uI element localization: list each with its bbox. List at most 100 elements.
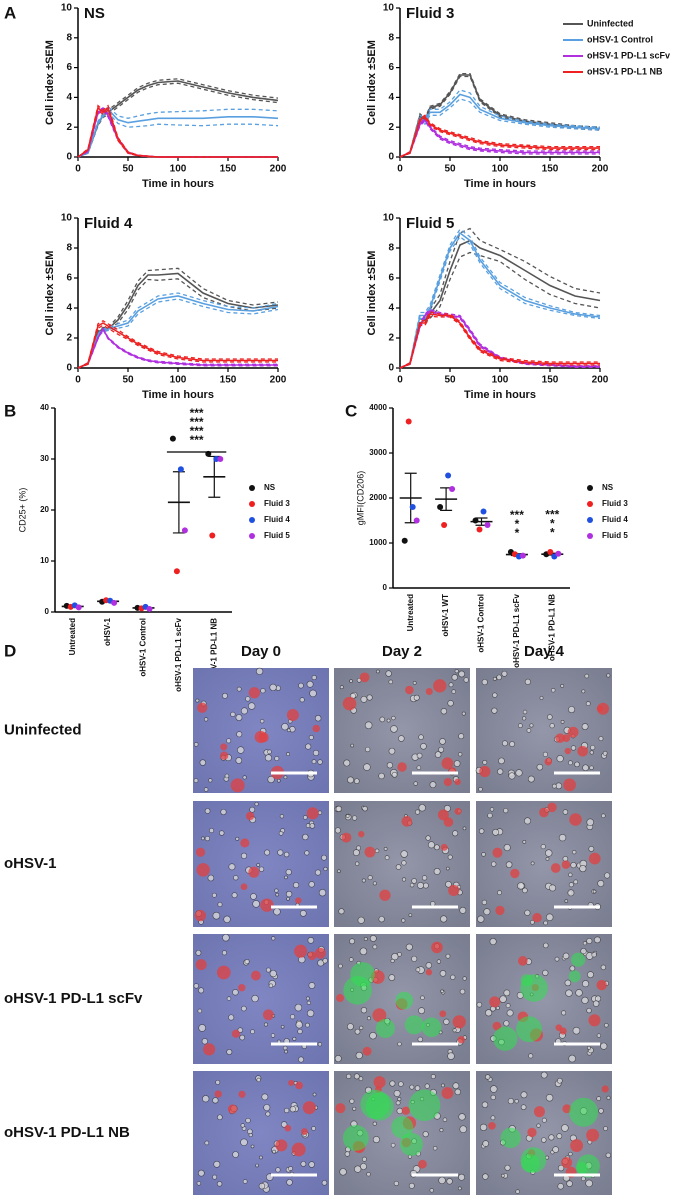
cell [312,749,320,757]
cell [412,681,417,685]
red-cell [336,994,345,1003]
cell [485,1009,493,1017]
green-cluster [342,1125,369,1151]
cell [193,742,199,747]
cell [529,723,534,728]
cell [540,844,546,850]
column-label: Day 2 [382,643,422,660]
cell [367,875,373,881]
cell [522,840,527,844]
cell [481,679,488,686]
cell [299,697,305,703]
cell [307,937,315,944]
cell [580,1176,586,1182]
cell [445,866,450,871]
cell [415,967,421,973]
green-cluster [571,952,586,967]
red-cell [555,1024,563,1031]
red-cell [433,679,447,693]
cell [254,802,259,807]
cell [540,1071,548,1079]
cell [386,718,391,723]
cell [272,1149,276,1154]
cell [245,1117,251,1124]
cell [363,937,368,941]
cell [197,1008,203,1014]
green-cluster [395,991,414,1010]
cell [299,910,307,917]
x-tick-label: 50 [122,164,134,175]
cell [451,674,458,681]
x-tick-label: 0 [397,164,403,175]
cell [364,746,371,753]
cell [459,1125,467,1134]
cell [600,1042,608,1050]
cell [561,1124,569,1132]
cell [283,851,290,858]
red-cell [397,762,407,772]
cell [445,880,452,888]
legend-swatch [587,533,593,539]
micrograph [193,1071,329,1195]
mean-line [77,327,278,369]
cell [401,877,407,882]
significance: *** [510,508,524,522]
cell [383,847,388,851]
y-tick-label: 0 [66,152,72,163]
y-tick-label: 4 [388,303,394,314]
red-cell [550,863,561,873]
cell [338,963,343,969]
cell [346,1073,352,1079]
cell [339,685,344,690]
cell [242,1179,248,1184]
green-cluster [404,1015,424,1035]
x-tick-label: 100 [492,164,509,175]
cell [604,872,611,879]
cell [458,1113,466,1121]
cell [432,1146,438,1151]
cell [323,866,328,872]
cell [592,1000,600,1007]
cell [199,759,207,766]
mean-line [77,108,279,158]
cell [311,759,317,764]
cell [434,751,442,758]
cell [372,881,377,886]
cell [231,892,238,899]
cell [223,915,231,923]
cell [271,936,276,941]
cell [586,1045,591,1050]
red-cell [439,1010,447,1018]
red-cell [479,765,491,778]
cell [568,872,573,877]
cell [275,1167,281,1173]
cell [542,751,548,757]
red-cell [372,1008,387,1023]
cell [530,919,535,925]
cell [585,1179,593,1188]
red-cell [291,1142,306,1157]
cell [440,915,448,923]
red-cell [596,979,607,991]
cell [497,768,504,775]
red-cell [517,956,528,966]
cell [568,1054,576,1063]
sem-line [399,117,600,158]
cell [416,765,422,771]
cell [503,989,511,997]
cell [222,692,228,699]
cell [321,854,327,861]
y-axis-label: Cell index ±SEM [44,40,56,125]
cell [503,1020,510,1027]
cell [212,1174,218,1180]
cell [269,969,277,978]
red-cell [431,941,443,954]
cell [226,1049,233,1055]
legend-swatch [249,533,255,539]
cell [549,723,555,729]
data-point [177,466,184,473]
cell [439,970,447,977]
data-point [111,599,118,606]
x-tick-label: 200 [592,375,609,386]
data-point [413,517,420,524]
